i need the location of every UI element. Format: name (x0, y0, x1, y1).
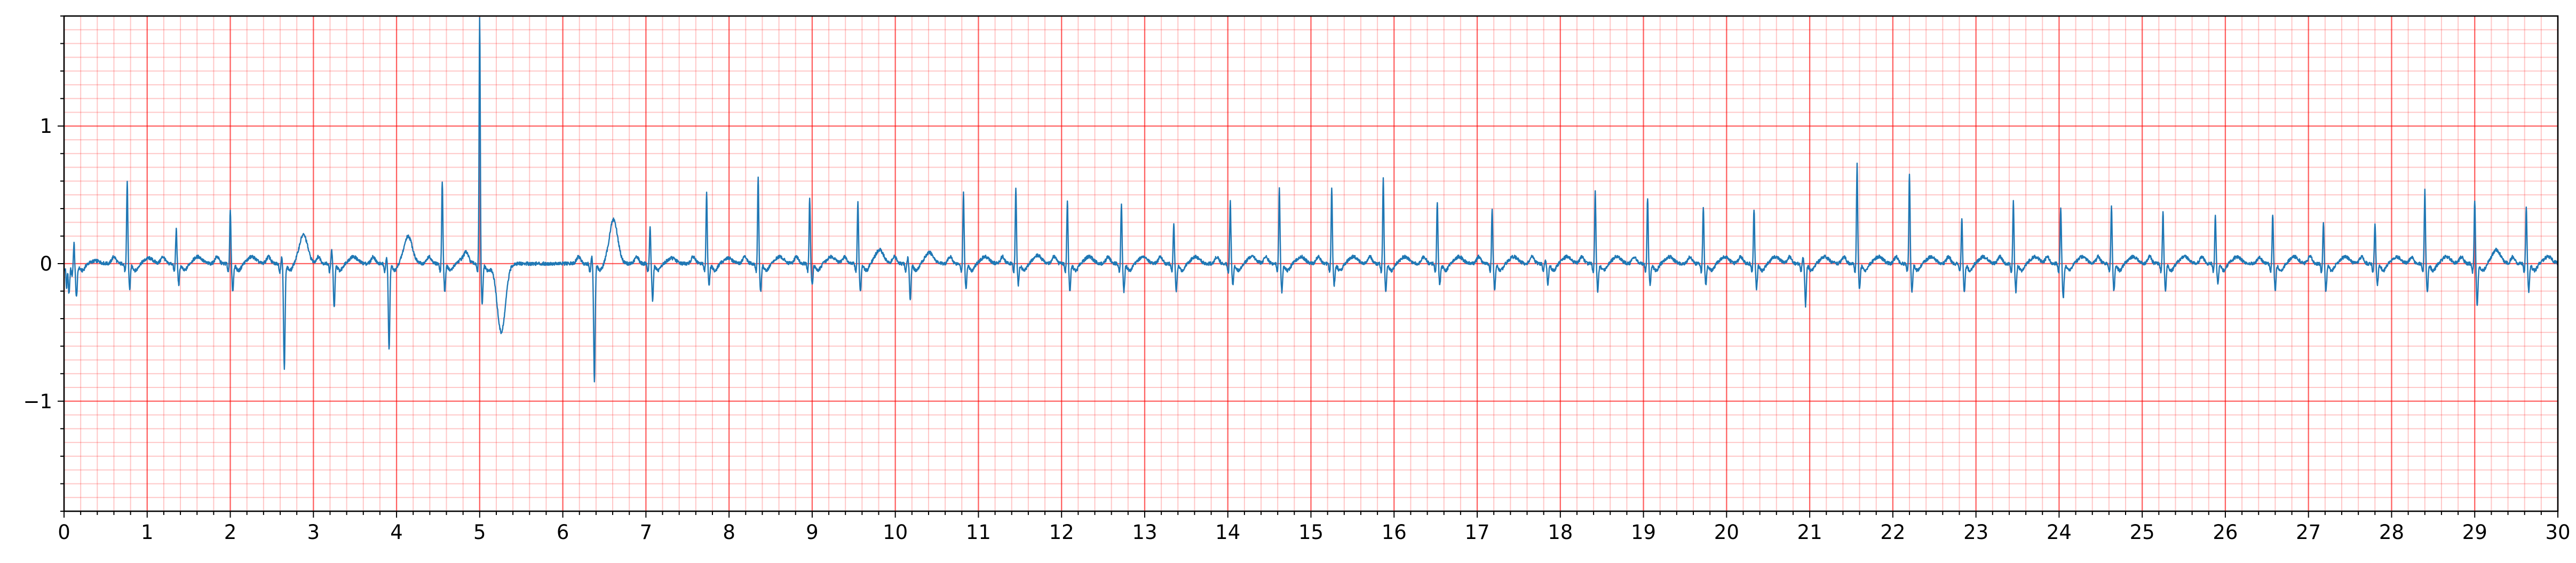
x-tick-label: 7 (640, 521, 653, 544)
x-tick-label: 26 (2213, 521, 2238, 544)
x-tick-label: 2 (224, 521, 237, 544)
x-tick-label: 4 (390, 521, 403, 544)
x-tick-label: 0 (58, 521, 70, 544)
x-tick-label: 16 (1382, 521, 1407, 544)
x-tick-label: 11 (966, 521, 991, 544)
x-tick-label: 15 (1298, 521, 1323, 544)
x-tick-label: 10 (883, 521, 908, 544)
x-tick-label: 20 (1714, 521, 1739, 544)
x-tick-label: 8 (723, 521, 735, 544)
x-tick-label: 13 (1132, 521, 1157, 544)
x-tick-label: 27 (2296, 521, 2321, 544)
x-tick-label: 17 (1464, 521, 1489, 544)
x-tick-label: 19 (1631, 521, 1656, 544)
x-tick-label: 29 (2462, 521, 2487, 544)
y-tick-label: 0 (39, 252, 52, 275)
x-tick-label: 28 (2379, 521, 2404, 544)
x-tick-label: 6 (557, 521, 569, 544)
x-tick-label: 3 (307, 521, 320, 544)
x-axis-ticks: 0 1 2 3 4 5 6 7 8 9 10 11 12 13 14 15 16 17 18 19 20 21 22 23 24… (58, 511, 2571, 544)
x-tick-label: 30 (2545, 521, 2570, 544)
y-tick-label: −1 (23, 390, 52, 413)
x-tick-label: 14 (1215, 521, 1240, 544)
y-tick-label: 1 (39, 115, 52, 138)
x-tick-label: 5 (473, 521, 486, 544)
x-tick-label: 9 (806, 521, 819, 544)
x-tick-label: 22 (1880, 521, 1905, 544)
x-tick-label: 1 (141, 521, 154, 544)
x-tick-label: 21 (1797, 521, 1822, 544)
x-tick-label: 18 (1548, 521, 1573, 544)
x-tick-label: 24 (2047, 521, 2072, 544)
x-tick-label: 25 (2130, 521, 2155, 544)
y-axis-ticks: −1 0 1 (23, 15, 64, 512)
ecg-trace-layer (64, 17, 2559, 383)
x-tick-label: 12 (1049, 521, 1074, 544)
ecg-trace-line (64, 17, 2559, 383)
x-tick-label: 23 (1963, 521, 1988, 544)
